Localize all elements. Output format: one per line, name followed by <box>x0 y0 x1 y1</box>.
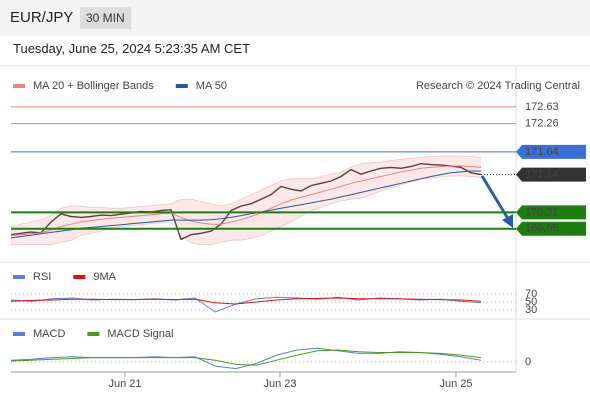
datetime: Tuesday, June 25, 2024 5:23:35 AM CET <box>13 41 251 56</box>
y-tick-label: 30 <box>525 304 537 316</box>
level-box <box>516 205 586 220</box>
legend-swatch <box>73 275 86 279</box>
level-label: 171.64 <box>525 146 559 158</box>
arrow-head <box>502 214 513 228</box>
legend-label: MA 20 + Bollinger Bands <box>33 80 154 92</box>
y-tick-label: 70 <box>525 288 537 300</box>
indicator-line <box>10 349 482 366</box>
legend-swatch <box>13 275 25 279</box>
legend-label: MA 50 <box>196 80 227 92</box>
level-label: 172.63 <box>525 101 559 113</box>
level-box <box>516 167 586 182</box>
legend-swatch <box>13 84 25 88</box>
x-tick-label: Jun 21 <box>108 378 141 390</box>
level-label: 170.31 <box>525 206 559 218</box>
y-tick-label: 50 <box>525 296 537 308</box>
indicator-line <box>10 296 482 313</box>
price-line <box>10 162 482 241</box>
legend-label: MACD Signal <box>107 328 173 340</box>
indicator-line <box>10 347 482 370</box>
indicator-line <box>10 170 481 239</box>
forecast-arrow <box>480 175 512 223</box>
source: Research © 2024 Trading Central <box>416 80 580 92</box>
y-tick-label: 0 <box>525 356 531 368</box>
legend-swatch <box>87 332 100 336</box>
indicator-line <box>10 165 482 237</box>
legend-swatch <box>175 84 188 88</box>
level-box <box>516 221 586 236</box>
level-label: 171.14 <box>525 169 559 181</box>
legend-label: RSI <box>33 271 51 283</box>
level-box <box>516 144 586 159</box>
legend-label: 9MA <box>93 271 116 283</box>
x-tick-label: Jun 25 <box>439 378 472 390</box>
bollinger-band <box>11 156 481 245</box>
band-upper <box>10 155 482 227</box>
band-lower <box>11 175 482 246</box>
x-tick-label: Jun 23 <box>263 378 296 390</box>
level-label: 172.26 <box>525 118 559 130</box>
header: EUR/JPY 30 MIN <box>0 0 590 36</box>
legend-label: MACD <box>33 328 65 340</box>
legend-swatch <box>13 332 25 336</box>
timeframe[interactable]: 30 MIN <box>80 7 131 29</box>
symbol: EUR/JPY <box>10 9 74 26</box>
level-label: 169.95 <box>525 223 559 235</box>
indicator-line <box>10 297 482 305</box>
